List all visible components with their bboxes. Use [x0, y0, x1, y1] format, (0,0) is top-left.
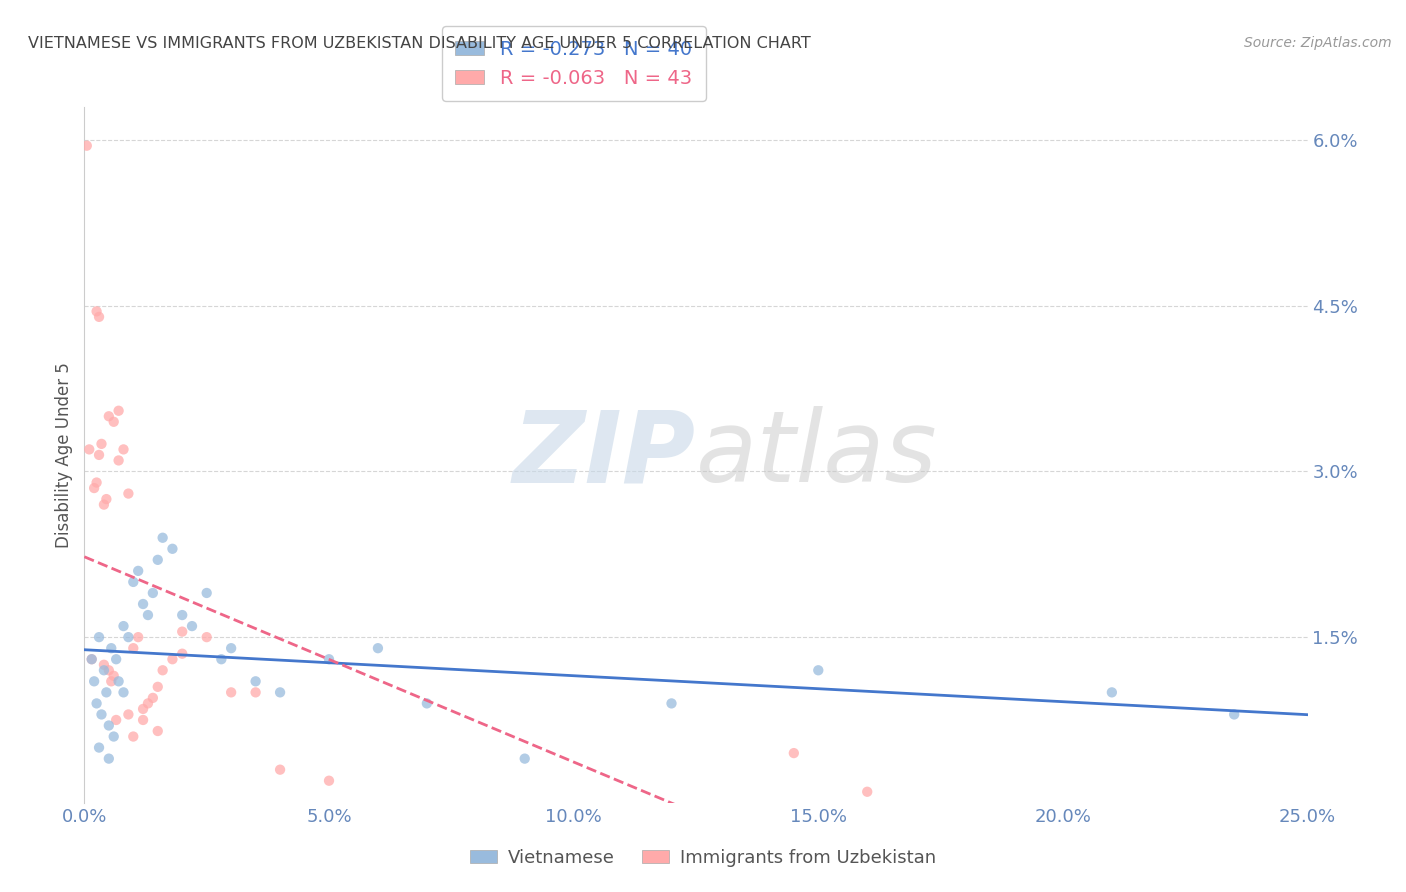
- Point: [269, 685, 291, 699]
- Point: [105, 652, 128, 666]
- Text: Source: ZipAtlas.com: Source: ZipAtlas.com: [1244, 36, 1392, 50]
- Point: [77, 442, 100, 457]
- Point: [100, 674, 122, 689]
- Point: [318, 652, 340, 666]
- Point: [107, 453, 129, 467]
- Point: [1223, 707, 1246, 722]
- Text: VIETNAMESE VS IMMIGRANTS FROM UZBEKISTAN DISABILITY AGE UNDER 5 CORRELATION CHAR: VIETNAMESE VS IMMIGRANTS FROM UZBEKISTAN…: [28, 36, 811, 51]
- Point: [127, 630, 149, 644]
- Point: [97, 718, 120, 732]
- Point: [152, 663, 174, 677]
- Point: [83, 674, 105, 689]
- Point: [219, 685, 242, 699]
- Text: atlas: atlas: [696, 407, 938, 503]
- Point: [269, 763, 291, 777]
- Point: [136, 697, 159, 711]
- Point: [80, 652, 103, 666]
- Point: [807, 663, 830, 677]
- Point: [86, 697, 108, 711]
- Point: [96, 685, 118, 699]
- Point: [87, 310, 110, 324]
- Point: [856, 785, 879, 799]
- Point: [172, 608, 194, 623]
- Point: [86, 475, 108, 490]
- Point: [245, 674, 267, 689]
- Point: [112, 442, 135, 457]
- Point: [117, 707, 139, 722]
- Point: [76, 138, 98, 153]
- Y-axis label: Disability Age Under 5: Disability Age Under 5: [55, 362, 73, 548]
- Point: [103, 415, 125, 429]
- Point: [93, 663, 115, 677]
- Point: [103, 669, 125, 683]
- Point: [97, 751, 120, 765]
- Point: [1101, 685, 1123, 699]
- Point: [416, 697, 439, 711]
- Point: [117, 630, 139, 644]
- Point: [146, 724, 169, 739]
- Point: [195, 586, 218, 600]
- Text: ZIP: ZIP: [513, 407, 696, 503]
- Point: [112, 619, 135, 633]
- Point: [172, 624, 194, 639]
- Point: [96, 492, 118, 507]
- Point: [783, 746, 806, 760]
- Point: [162, 541, 184, 556]
- Legend: R = -0.273   N = 40, R = -0.063   N = 43: R = -0.273 N = 40, R = -0.063 N = 43: [441, 26, 706, 102]
- Point: [122, 730, 145, 744]
- Point: [142, 690, 165, 705]
- Point: [172, 647, 194, 661]
- Point: [97, 663, 120, 677]
- Point: [122, 574, 145, 589]
- Point: [661, 697, 683, 711]
- Point: [209, 652, 232, 666]
- Point: [93, 657, 115, 672]
- Point: [132, 702, 155, 716]
- Point: [122, 641, 145, 656]
- Point: [195, 630, 218, 644]
- Point: [100, 641, 122, 656]
- Point: [107, 674, 129, 689]
- Point: [105, 713, 128, 727]
- Point: [136, 608, 159, 623]
- Point: [162, 652, 184, 666]
- Point: [142, 586, 165, 600]
- Point: [87, 740, 110, 755]
- Point: [146, 680, 169, 694]
- Point: [146, 553, 169, 567]
- Point: [80, 652, 103, 666]
- Legend: Vietnamese, Immigrants from Uzbekistan: Vietnamese, Immigrants from Uzbekistan: [463, 842, 943, 874]
- Point: [83, 481, 105, 495]
- Point: [219, 641, 242, 656]
- Point: [90, 707, 112, 722]
- Point: [367, 641, 389, 656]
- Point: [318, 773, 340, 788]
- Point: [87, 630, 110, 644]
- Point: [103, 730, 125, 744]
- Point: [132, 713, 155, 727]
- Point: [181, 619, 204, 633]
- Point: [117, 486, 139, 500]
- Point: [112, 685, 135, 699]
- Point: [132, 597, 155, 611]
- Point: [97, 409, 120, 424]
- Point: [90, 437, 112, 451]
- Point: [152, 531, 174, 545]
- Point: [93, 498, 115, 512]
- Point: [513, 751, 536, 765]
- Point: [107, 403, 129, 417]
- Point: [127, 564, 149, 578]
- Point: [245, 685, 267, 699]
- Point: [87, 448, 110, 462]
- Point: [86, 304, 108, 318]
